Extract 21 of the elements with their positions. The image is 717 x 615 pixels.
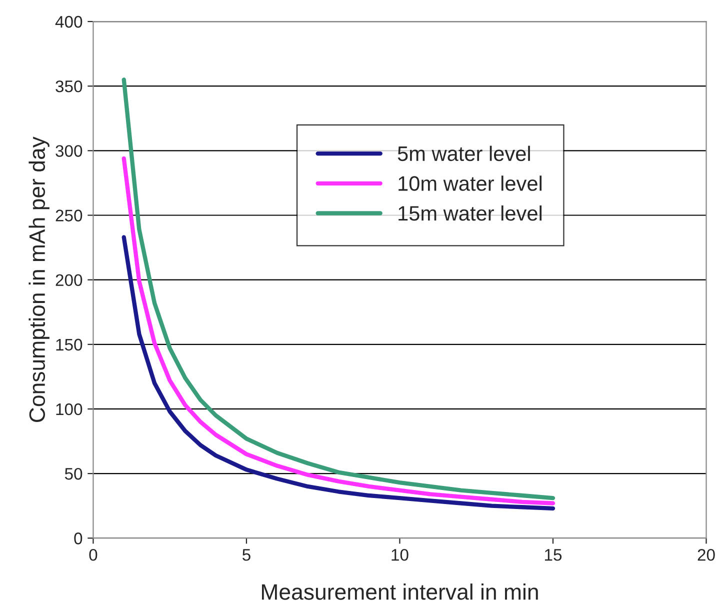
line-series — [122, 78, 556, 500]
legend-label: 15m water level — [398, 205, 542, 221]
legend-label: 10m water level — [398, 176, 542, 191]
x-tick-label: 0 — [89, 548, 98, 561]
legend-label: 5m water level — [398, 146, 530, 162]
line-series — [122, 235, 556, 511]
y-tick-label: 50 — [64, 468, 82, 480]
y-tick-label: 150 — [56, 338, 82, 351]
y-axis-title: Consumption in mAh per day — [28, 136, 50, 422]
y-tick-label: 0 — [74, 532, 82, 544]
x-tick-label: 20 — [698, 548, 715, 561]
x-tick-label: 5 — [242, 549, 250, 561]
x-axis-title: Measurement interval in min — [262, 584, 538, 600]
y-tick-label: 100 — [56, 403, 82, 416]
y-tick-label: 200 — [56, 274, 82, 286]
x-tick-label: 10 — [392, 548, 408, 561]
y-tick-label: 250 — [56, 210, 82, 222]
y-tick-label: 350 — [56, 80, 82, 92]
x-tick-label: 15 — [544, 549, 562, 561]
y-tick-label: 400 — [55, 16, 82, 28]
y-tick-label: 300 — [56, 145, 82, 157]
